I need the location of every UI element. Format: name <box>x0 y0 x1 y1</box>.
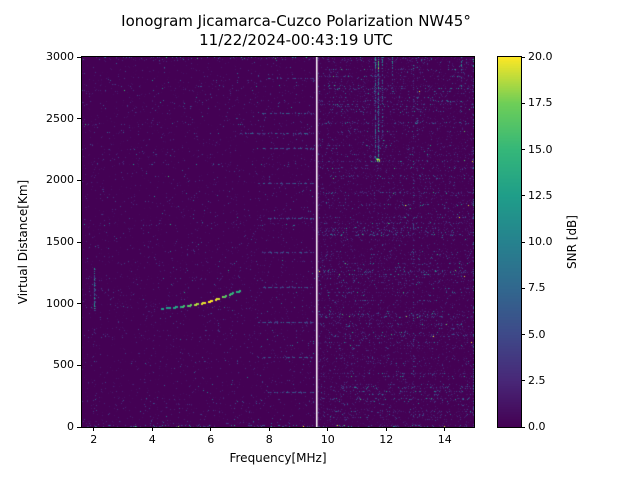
colorbar-canvas <box>498 57 521 427</box>
colorbar-tick-label: 15.0 <box>528 142 553 156</box>
y-tick-mark <box>77 179 81 181</box>
y-axis-label: Virtual Distance[Km] <box>16 179 30 305</box>
colorbar-tick-mark <box>521 426 525 428</box>
colorbar <box>497 56 522 428</box>
x-tick-mark <box>93 427 95 431</box>
x-tick-label: 10 <box>320 433 335 446</box>
x-tick-label: 8 <box>265 433 273 446</box>
colorbar-tick-label: 7.5 <box>528 281 546 295</box>
colorbar-tick-label: 12.5 <box>528 188 553 202</box>
x-tick-mark <box>210 427 212 431</box>
y-tick-mark <box>77 364 81 366</box>
colorbar-tick-mark <box>521 334 525 335</box>
y-tick-label: 3000 <box>46 50 74 63</box>
x-tick-label: 14 <box>437 433 452 446</box>
chart-title: Ionogram Jicamarca-Cuzco Polarization NW… <box>121 12 471 30</box>
y-tick-mark <box>77 241 81 243</box>
x-tick-mark <box>444 427 446 431</box>
colorbar-tick-label: 20.0 <box>528 50 553 63</box>
x-tick-mark <box>385 427 387 431</box>
colorbar-tick-mark <box>521 195 525 197</box>
x-axis-label: Frequency[MHz] <box>229 451 327 465</box>
x-tick-label: 12 <box>379 433 394 446</box>
y-tick-mark <box>77 118 81 120</box>
y-tick-label: 0 <box>67 420 74 433</box>
colorbar-tick-mark <box>521 287 525 289</box>
ionogram-canvas <box>82 57 474 427</box>
y-tick-label: 1500 <box>46 235 74 248</box>
y-tick-label: 2500 <box>46 111 74 125</box>
colorbar-label: SNR [dB] <box>565 215 579 269</box>
colorbar-tick-mark <box>521 380 525 382</box>
colorbar-tick-mark <box>521 102 525 104</box>
y-tick-label: 2000 <box>46 173 74 187</box>
colorbar-tick-mark <box>521 56 525 58</box>
colorbar-tick-mark <box>521 241 525 243</box>
y-tick-mark <box>77 56 81 58</box>
x-tick-mark <box>327 427 329 431</box>
y-tick-label: 1000 <box>46 296 74 310</box>
colorbar-tick-label: 0.0 <box>528 420 546 433</box>
x-tick-label: 4 <box>148 433 156 446</box>
y-tick-mark <box>77 426 81 428</box>
y-tick-label: 500 <box>53 358 74 372</box>
x-tick-mark <box>151 427 153 431</box>
colorbar-tick-label: 17.5 <box>528 96 553 110</box>
y-tick-mark <box>77 303 81 305</box>
chart-subtitle: 11/22/2024-00:43:19 UTC <box>199 31 393 49</box>
colorbar-tick-label: 10.0 <box>528 235 553 248</box>
colorbar-tick-mark <box>521 149 525 150</box>
plot-area <box>81 56 475 428</box>
x-tick-label: 6 <box>207 433 215 446</box>
x-tick-label: 2 <box>90 433 98 446</box>
x-tick-mark <box>268 427 270 431</box>
colorbar-tick-label: 2.5 <box>528 373 546 387</box>
colorbar-tick-label: 5.0 <box>528 327 546 341</box>
